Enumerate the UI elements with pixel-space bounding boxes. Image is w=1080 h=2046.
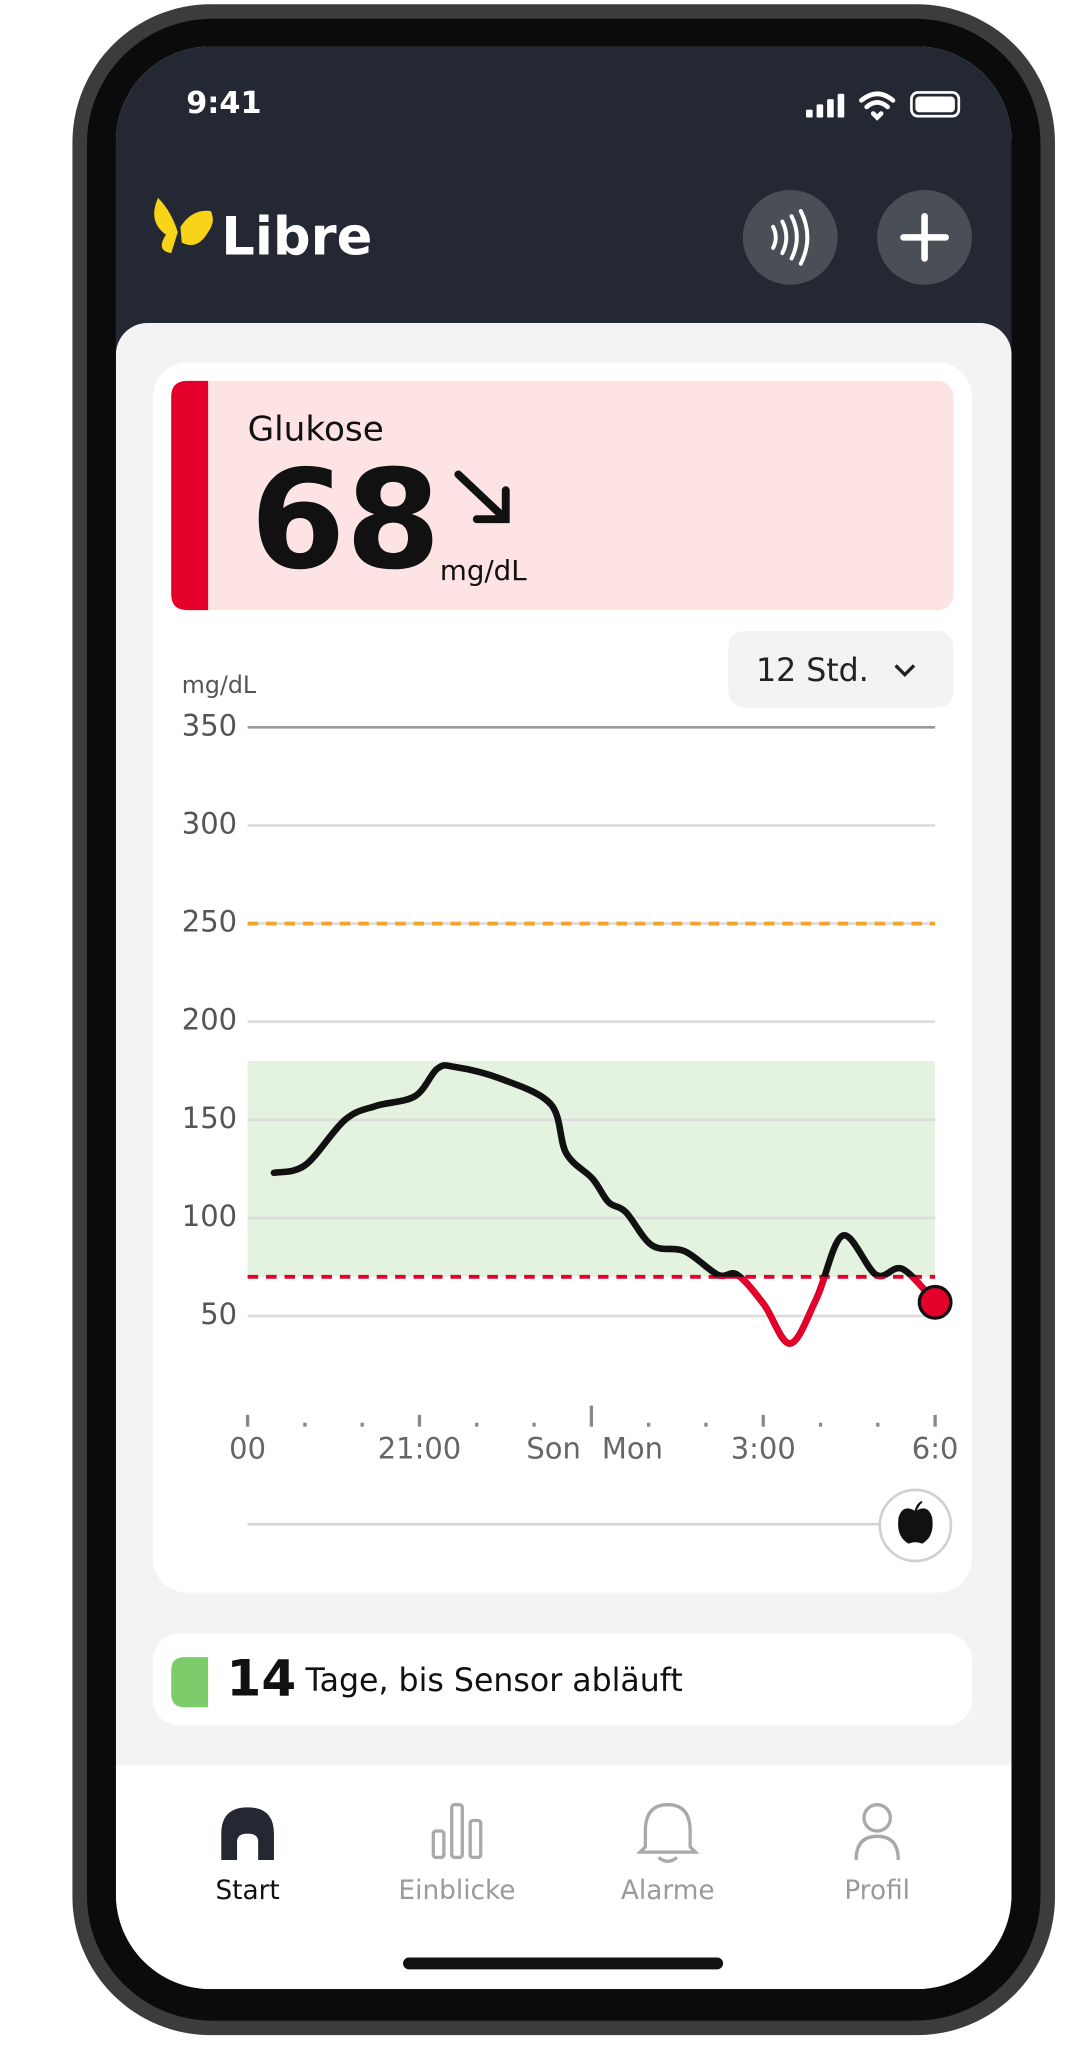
nav-profile-head [862, 1803, 892, 1833]
range-selector[interactable] [728, 631, 954, 708]
battery-level [915, 96, 955, 113]
add-icon [900, 212, 949, 262]
dropdown-icon [894, 664, 916, 677]
x-tick-label: 21:00 [378, 1431, 461, 1465]
status-time: 9:41 [186, 86, 261, 121]
sensor-card [152, 1633, 972, 1726]
logo-icon [154, 197, 213, 254]
nav-insights-icon [431, 1803, 483, 1860]
home-indicator [403, 1957, 724, 1970]
chart: 50 100 150 200 250 300 350 00 21:00 3:00 6:0 Son Mon [182, 708, 959, 1465]
y-tick-label: 300 [182, 806, 237, 840]
y-axis-label: mg/dL [182, 671, 257, 699]
sensor-status [171, 1657, 209, 1708]
glucose-line-low [714, 1276, 939, 1347]
glucose-box [171, 380, 954, 611]
day-label: Mon [602, 1431, 663, 1465]
y-tick-label: 250 [182, 905, 237, 939]
scan-button[interactable] [742, 189, 838, 285]
day-label: Son [526, 1431, 580, 1465]
sensor-days: 14 [227, 1650, 297, 1708]
y-tick-label: 150 [182, 1101, 237, 1135]
glucose-label: Glukose [248, 409, 384, 449]
nav-bar [115, 1765, 1012, 1990]
glucose-value: 68 [250, 441, 441, 600]
nav-label[interactable]: Einblicke [399, 1876, 516, 1906]
y-tick-label: 50 [200, 1297, 237, 1331]
nav-label[interactable]: Profil [844, 1876, 910, 1906]
battery-icon [910, 91, 961, 118]
x-tick-label: 00 [229, 1431, 266, 1465]
nav-label[interactable]: Alarme [621, 1876, 715, 1906]
x-tick-label: 6:0 [912, 1431, 959, 1465]
range-selector-label: 12 Std. [756, 653, 869, 689]
signal-icon [806, 93, 845, 118]
apple-icon [898, 1500, 933, 1544]
glucose-unit: mg/dL [440, 554, 527, 587]
app-name: Libre [221, 207, 372, 268]
y-tick-label: 350 [182, 708, 237, 742]
y-tick-label: 200 [182, 1003, 237, 1037]
x-tick-label: 3:00 [731, 1431, 796, 1465]
nav-label[interactable]: Start [215, 1876, 279, 1906]
trend-arrow [454, 470, 510, 524]
nav-alarm-icon [636, 1803, 700, 1863]
nav-profile-body [854, 1834, 900, 1861]
glucose-status-bar [171, 380, 209, 611]
sensor-text: Tage, bis Sensor abläuft [305, 1663, 683, 1699]
target-range [247, 1060, 936, 1277]
wifi-icon [859, 91, 896, 121]
scan-icon [771, 209, 810, 266]
y-tick-label: 100 [182, 1199, 237, 1233]
current-reading [917, 1284, 953, 1320]
nav-start-icon [221, 1807, 274, 1860]
